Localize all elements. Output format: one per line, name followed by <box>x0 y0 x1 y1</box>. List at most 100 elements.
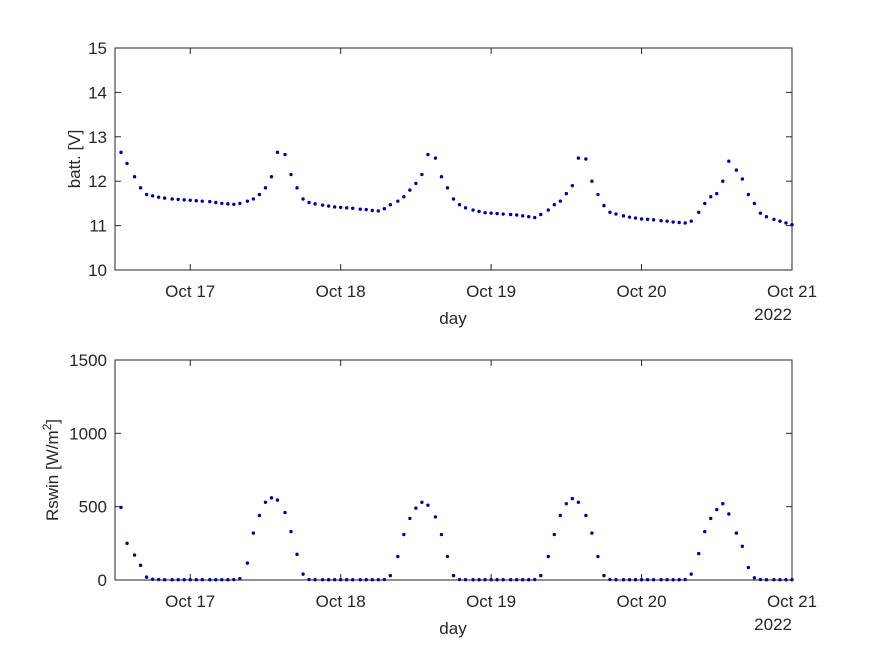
battery-data-point <box>358 207 362 211</box>
battery-plot-box <box>114 47 793 271</box>
radiation-data-point <box>457 577 462 582</box>
radiation-data-point <box>501 578 505 582</box>
radiation-series <box>119 496 794 582</box>
battery-data-point <box>659 219 663 223</box>
battery-data-point <box>784 221 788 225</box>
battery-data-point <box>539 212 543 217</box>
battery-data-point <box>790 223 794 227</box>
battery-data-point <box>263 186 268 190</box>
radiation-x-tick-label: Oct 20 <box>617 592 667 611</box>
battery-data-point <box>150 194 155 198</box>
radiation-data-point <box>471 578 475 582</box>
radiation-data-point <box>514 578 519 582</box>
battery-data-point <box>564 191 569 196</box>
radiation-data-point <box>558 513 563 518</box>
radiation-data-point <box>689 572 693 576</box>
radiation-data-point <box>659 578 663 582</box>
radiation-data-point <box>251 531 256 535</box>
radiation-x-axis-label: day <box>439 619 467 638</box>
radiation-x-tick-label: Oct 21 <box>767 592 817 611</box>
radiation-y-tick-label: 0 <box>98 571 107 590</box>
radiation-x-tick-label: Oct 19 <box>466 592 516 611</box>
radiation-data-point <box>697 551 701 556</box>
radiation-data-point <box>671 578 675 582</box>
radiation-data-point <box>426 503 430 507</box>
battery-data-point <box>176 197 180 202</box>
radiation-data-point <box>226 578 230 582</box>
battery-data-point <box>289 172 293 177</box>
battery-data-point <box>320 203 325 207</box>
radiation-data-point <box>119 505 123 510</box>
battery-data-point <box>495 211 499 216</box>
radiation-data-point <box>420 500 424 504</box>
radiation-data-point <box>396 554 400 559</box>
radiation-data-point <box>214 578 218 582</box>
battery-data-point <box>301 197 305 201</box>
radiation-data-point <box>283 510 287 515</box>
battery-data-point <box>758 211 763 215</box>
battery-data-point <box>344 206 349 210</box>
radiation-data-point <box>301 572 305 576</box>
battery-data-point <box>439 175 444 179</box>
radiation-data-point <box>307 577 311 582</box>
battery-x-tick-label: Oct 20 <box>617 282 667 301</box>
radiation-data-point <box>289 529 293 534</box>
radiation-data-point <box>758 577 763 582</box>
radiation-data-point <box>351 578 355 582</box>
battery-data-point <box>269 175 274 179</box>
radiation-x-ticks: Oct 17 Oct 18 Oct 19 Oct 20 Oct 21 <box>165 360 817 611</box>
battery-data-point <box>703 201 707 206</box>
battery-voltage-series <box>119 150 794 227</box>
battery-data-point <box>689 219 693 223</box>
battery-x-tick-label: Oct 17 <box>165 282 215 301</box>
radiation-data-point <box>275 498 280 502</box>
radiation-data-point <box>433 515 438 519</box>
battery-data-point <box>709 195 713 199</box>
battery-data-point <box>651 218 656 222</box>
battery-data-point <box>376 209 380 213</box>
battery-data-point <box>232 202 236 206</box>
radiation-data-point <box>790 578 794 582</box>
battery-data-point <box>170 197 174 201</box>
radiation-data-point <box>144 575 149 579</box>
radiation-data-point <box>338 578 343 582</box>
radiation-data-point <box>188 578 192 582</box>
radiation-data-point <box>521 578 525 582</box>
radiation-data-point <box>621 578 626 582</box>
radiation-data-point <box>752 576 757 580</box>
radiation-data-point <box>232 577 236 582</box>
battery-data-point <box>208 199 212 204</box>
radiation-data-point <box>596 554 600 559</box>
battery-y-axis-label: batt. [V] <box>65 130 84 189</box>
battery-data-point <box>614 212 618 216</box>
radiation-data-point <box>683 577 687 582</box>
battery-data-point <box>489 211 493 215</box>
battery-data-point <box>677 220 681 225</box>
battery-data-point <box>627 215 632 219</box>
battery-data-point <box>326 204 331 208</box>
radiation-data-point <box>156 577 161 582</box>
radiation-data-point <box>200 578 204 582</box>
battery-data-point <box>533 215 537 220</box>
battery-y-ticks: 10 11 12 13 14 15 <box>88 39 792 280</box>
battery-data-point <box>251 197 256 201</box>
radiation-data-point <box>269 496 274 500</box>
battery-data-point <box>633 216 638 220</box>
battery-x-axis-label: day <box>439 309 467 328</box>
battery-data-point <box>307 200 311 205</box>
battery-x-tick-label: Oct 18 <box>316 282 366 301</box>
radiation-data-point <box>784 578 788 582</box>
battery-data-point <box>734 168 739 172</box>
radiation-data-point <box>320 578 325 582</box>
radiation-data-point <box>132 553 137 557</box>
battery-y-tick-label: 10 <box>88 261 107 280</box>
battery-data-point <box>370 208 374 213</box>
battery-data-point <box>764 215 769 219</box>
radiation-data-point <box>245 561 250 565</box>
radiation-data-point <box>665 578 669 582</box>
battery-y-tick-label: 11 <box>89 217 107 236</box>
radiation-data-point <box>602 573 606 578</box>
